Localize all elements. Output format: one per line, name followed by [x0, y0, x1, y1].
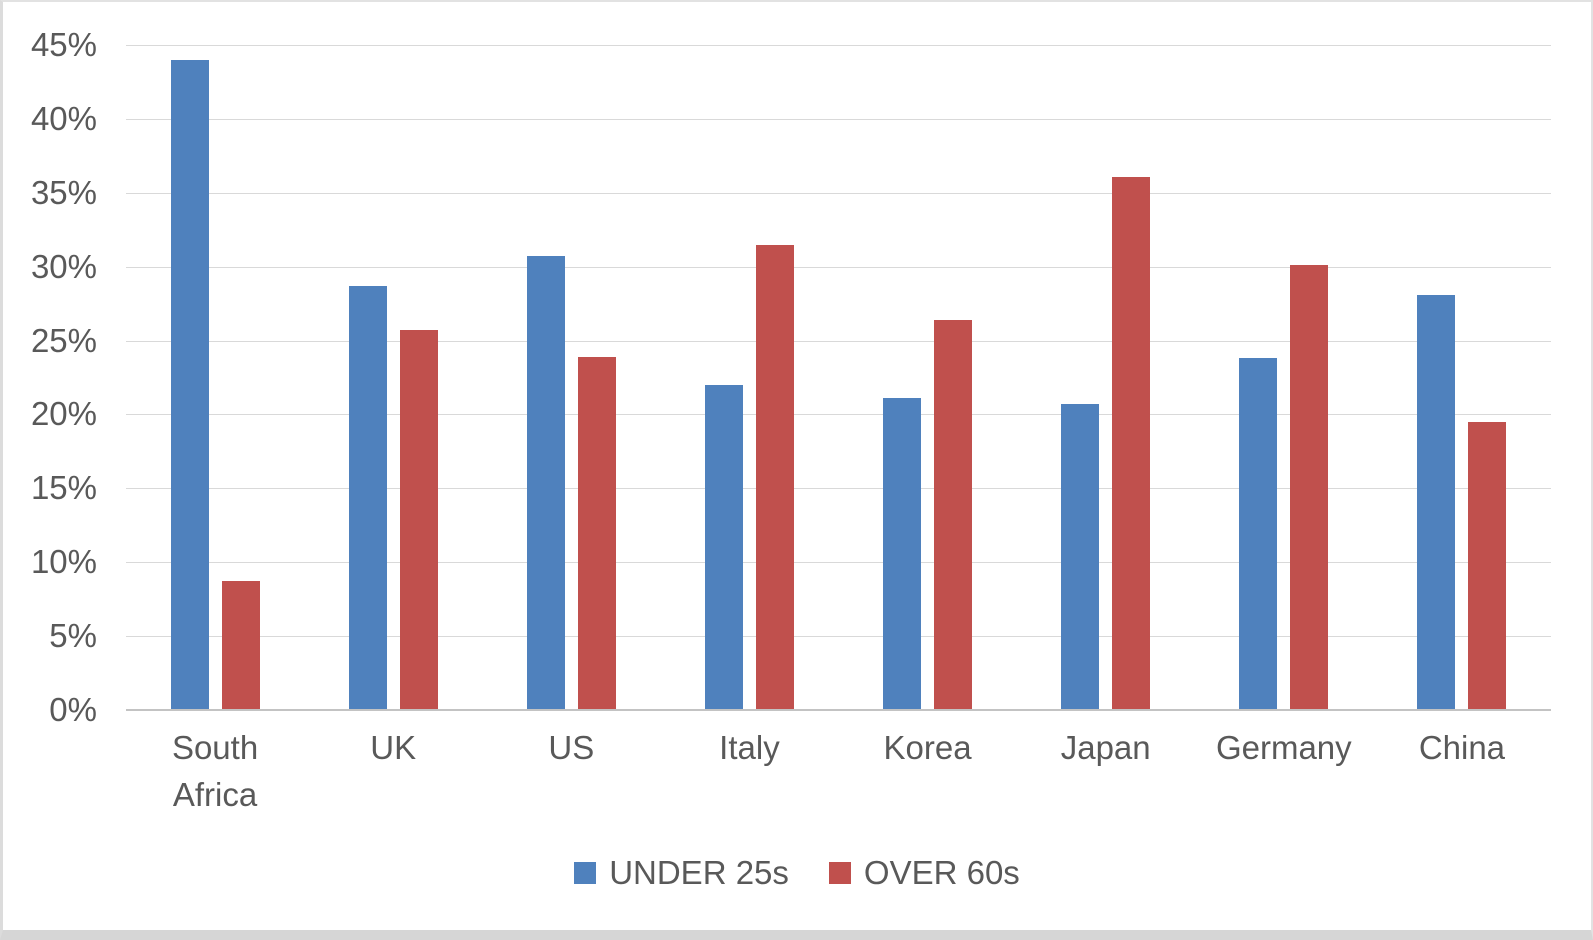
x-axis-label-italy: Italy [719, 729, 780, 766]
bar-over-60s-us [577, 356, 616, 710]
category-slot-us [482, 45, 660, 710]
legend-item-over-60s: OVER 60s [828, 854, 1020, 892]
x-axis-label-japan: Japan [1060, 729, 1151, 766]
bar-over-60s-germany [1290, 265, 1329, 710]
bar-over-60s-uk [399, 330, 438, 710]
gridline-40 [126, 118, 1551, 120]
bar-under-25s-china [1417, 294, 1456, 710]
bar-over-60s-south-africa [221, 581, 260, 710]
x-axis-line [126, 709, 1551, 711]
category-slot-south-africa [126, 45, 304, 710]
legend-item-under-25s: UNDER 25s [574, 854, 789, 892]
category-slot-japan [1017, 45, 1195, 710]
gridline-45 [126, 45, 1551, 46]
x-axis-label-china: China [1418, 729, 1506, 766]
bar-under-25s-germany [1239, 358, 1278, 710]
legend-label-under-25s: UNDER 25s [609, 854, 789, 891]
bar-slots [126, 45, 1551, 710]
x-axis-label-us: US [548, 729, 595, 766]
gridline-10 [126, 562, 1551, 564]
bar-over-60s-korea [934, 319, 973, 710]
plot-area [126, 45, 1551, 711]
y-tick-label-45: 45% [30, 26, 97, 63]
y-tick-label-40: 40% [30, 99, 97, 137]
category-slot-korea [839, 45, 1017, 710]
bar-under-25s-us [526, 256, 565, 710]
category-slot-uk [304, 45, 482, 710]
legend-swatch-under-25s [574, 862, 597, 884]
y-tick-label-20: 20% [30, 395, 97, 433]
y-tick-label-25: 25% [30, 321, 97, 359]
gridline-25 [126, 340, 1551, 342]
x-axis: South Africa UK US Italy Korea Japan Germany Ch… [126, 724, 1551, 818]
bar-over-60s-japan [1112, 176, 1151, 710]
y-tick-label-5: 5% [49, 617, 97, 655]
bar-under-25s-korea [883, 398, 922, 710]
legend: UNDER 25s OVER 60s [3, 854, 1591, 892]
x-axis-label-korea: Korea [883, 729, 972, 766]
bar-under-25s-south-africa [170, 59, 209, 710]
y-tick-label-30: 30% [30, 247, 97, 285]
x-axis-label-south-africa: South Africa [171, 729, 259, 813]
x-axis-label-germany: Germany [1215, 729, 1352, 766]
category-slot-italy [660, 45, 838, 710]
gridline-15 [126, 488, 1551, 490]
gridline-5 [126, 636, 1551, 638]
category-slot-germany [1195, 45, 1373, 710]
category-slot-china [1373, 45, 1551, 710]
gridline-35 [126, 192, 1551, 194]
legend-label-over-60s: OVER 60s [863, 854, 1020, 891]
gridline-20 [126, 414, 1551, 416]
y-tick-label-15: 15% [30, 469, 97, 507]
x-axis-label-uk: UK [370, 729, 417, 766]
legend-swatch-over-60s [828, 862, 851, 884]
bar-over-60s-china [1468, 421, 1507, 710]
bar-under-25s-uk [348, 285, 387, 710]
gridline-30 [126, 266, 1551, 268]
bar-under-25s-japan [1061, 404, 1100, 710]
bar-over-60s-italy [755, 244, 794, 710]
y-tick-label-10: 10% [30, 543, 97, 581]
y-tick-label-0: 0% [49, 691, 97, 728]
y-tick-label-35: 35% [30, 173, 97, 211]
bar-under-25s-italy [704, 384, 743, 710]
